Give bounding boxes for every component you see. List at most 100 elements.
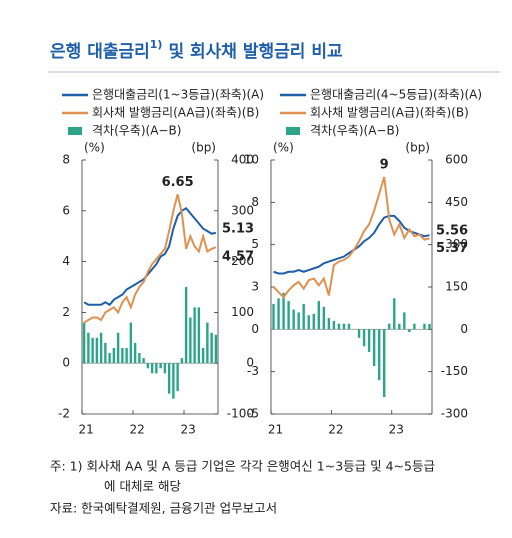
line — [83, 194, 217, 324]
title: 은행 대출금리1) 및 회사채 발행금리 비교 — [50, 38, 343, 62]
bar — [367, 329, 371, 352]
bar — [129, 322, 133, 364]
bar — [413, 323, 416, 330]
bar — [302, 303, 305, 330]
y2-tick-label: -150 — [441, 364, 468, 378]
bar — [104, 342, 107, 364]
value-label: 5.37 — [436, 241, 468, 256]
y-unit: (%) — [273, 141, 294, 155]
y-tick-label: 5 — [251, 237, 259, 251]
bar — [121, 347, 124, 364]
bar — [184, 287, 188, 364]
value-label: 6.65 — [162, 175, 194, 190]
x-tick-label: 23 — [389, 423, 404, 437]
x-tick-label: 23 — [180, 423, 195, 437]
bar — [307, 315, 310, 330]
line — [83, 206, 217, 307]
bar — [197, 307, 201, 364]
footnote: 에 대체로 해당 — [104, 479, 181, 494]
y-tick-label: -3 — [247, 364, 259, 378]
bar — [337, 323, 341, 330]
bar — [347, 323, 351, 330]
bar — [277, 298, 280, 330]
bar — [189, 317, 192, 364]
bar — [322, 306, 326, 330]
bar — [159, 363, 162, 369]
bar — [87, 332, 90, 364]
bar — [408, 329, 411, 333]
x-tick-label: 21 — [268, 423, 283, 437]
y2-unit: (bp) — [191, 141, 216, 155]
bar — [332, 320, 336, 330]
y-tick-label: 8 — [62, 153, 70, 167]
bar — [210, 332, 213, 364]
y2-tick-label: 400 — [231, 153, 254, 167]
legend-label: 은행대출금리(1~3등급)(좌축)(A) — [92, 87, 264, 102]
title-main: 은행 대출금리 — [50, 42, 150, 62]
bar — [282, 292, 285, 330]
bar — [292, 309, 295, 330]
y2-tick-label: 450 — [445, 195, 468, 209]
y2-tick-label: 300 — [231, 203, 254, 217]
y-unit: (%) — [84, 141, 105, 155]
bar — [193, 307, 196, 364]
bar — [312, 313, 315, 330]
y2-tick-label: 200 — [231, 254, 254, 268]
y-tick-label: 4 — [62, 254, 70, 268]
bar — [146, 363, 150, 369]
y-tick-label: 3 — [251, 280, 259, 294]
bar — [362, 329, 366, 347]
bar — [163, 363, 167, 374]
y2-tick-label: -100 — [227, 407, 254, 421]
bar — [287, 301, 290, 330]
legend-swatch — [68, 127, 82, 135]
y2-tick-label: 600 — [445, 153, 468, 167]
bar — [428, 323, 431, 330]
y-tick-label: 2 — [62, 305, 70, 319]
bar — [142, 358, 145, 364]
bar — [133, 342, 137, 364]
bar — [108, 353, 111, 364]
legend-swatch — [286, 127, 300, 135]
bar — [297, 312, 300, 330]
x-tick-label: 21 — [78, 423, 93, 437]
y2-unit: (bp) — [405, 141, 430, 155]
line — [272, 176, 430, 299]
bar — [272, 303, 275, 330]
bar — [112, 347, 116, 364]
y2-tick-label: 0 — [246, 356, 254, 370]
legend-label: 회사채 발행금리(AA급)(좌축)(B) — [92, 105, 259, 120]
bar — [372, 329, 376, 367]
bar — [180, 358, 184, 364]
legend-label: 은행대출금리(4~5등급)(좌축)(A) — [310, 87, 482, 102]
bar — [357, 329, 361, 338]
bar — [403, 312, 406, 330]
y-tick-label: 6 — [62, 203, 70, 217]
footnote: 주: 1) 회사채 AA 및 A 등급 기업은 각각 은행여신 1~3등급 및 … — [50, 459, 435, 474]
bar — [377, 329, 381, 381]
legend-label: 격차(우축)(A−B) — [310, 124, 399, 138]
y2-tick-label: 300 — [445, 237, 468, 251]
bar — [342, 323, 346, 330]
bar — [138, 353, 141, 364]
bar — [82, 322, 86, 364]
y-tick-label: 0 — [251, 322, 259, 336]
title-rest: 및 회사채 발행금리 비교 — [168, 42, 343, 62]
bar — [150, 363, 154, 374]
value-label: 4.57 — [222, 250, 254, 265]
y2-tick-label: -300 — [441, 407, 468, 421]
bar — [423, 323, 426, 330]
bar — [116, 332, 120, 364]
bar — [167, 363, 171, 394]
bar — [393, 298, 396, 330]
bar — [176, 363, 179, 392]
legend-label: 회사채 발행금리(A급)(좌축)(B) — [310, 105, 469, 120]
bar — [388, 323, 391, 330]
y-tick-label: -2 — [58, 407, 70, 421]
line — [273, 214, 430, 275]
value-label: 5.56 — [436, 224, 468, 239]
legend-label: 격차(우축)(A−B) — [92, 124, 181, 138]
bar — [383, 329, 386, 398]
bar — [91, 337, 94, 364]
